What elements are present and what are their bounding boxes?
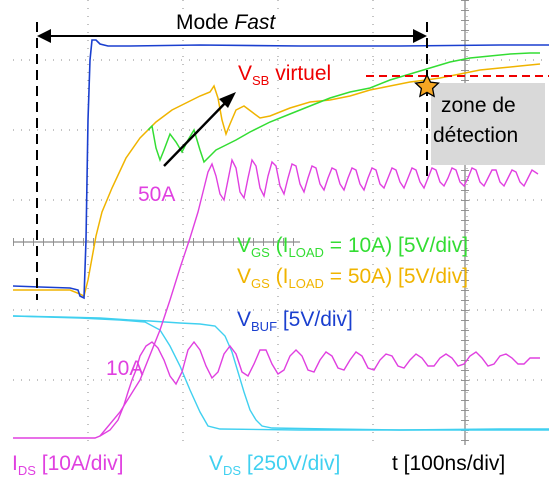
legend-vgs10-v: V [237,234,251,257]
vsb-v: V [238,62,252,85]
vsb-label: VSB virtuel [238,62,331,88]
ids-10a-trace [13,340,540,439]
legend-vgs50-p2: = 50A) [5V/div] [324,265,468,288]
legend-vgs50-v: V [237,265,251,288]
vgs-50a-trace [13,63,541,298]
legend-vbuf-v: V [237,308,251,331]
mode-fast-arrowhead-right [413,29,427,43]
zone-label-line2: détection [433,124,518,147]
legend-vgs50-sub2: LOAD [288,276,323,291]
legend-vbuf-p: [5V/div] [277,308,353,331]
star-icon [414,73,440,98]
ids-50a-trace [99,157,539,437]
label-50a: 50A [138,183,175,206]
zone-label-line1: zone de [441,94,516,117]
legend-vgs10-p1: (I [270,234,289,257]
vsb-rest: virtuel [269,62,331,85]
detection-zone-background [431,83,545,165]
pointer-arrowhead [219,92,236,108]
legend-vbuf-sub: BUF [251,319,277,334]
title-background [168,10,324,34]
legend-vgs10-sub2: LOAD [288,245,323,260]
title-fast: Fast [234,11,276,34]
label-10a: 10A [106,357,143,380]
legend-vds-p: [250V/div] [241,452,340,475]
mode-fast-title: Mode Fast [176,11,276,34]
legend-vgs50-p1: (I [270,265,289,288]
mode-fast-arrowhead-left [37,29,51,43]
vds-trace-50a [12,315,549,431]
legend-time: t [100ns/div] [392,452,505,475]
legend-vgs-10a: VGS (ILOAD = 10A) [5V/div] [237,234,468,260]
legend-vgs-50a: VGS (ILOAD = 50A) [5V/div] [237,265,468,291]
legend-vgs10-p2: = 10A) [5V/div] [324,234,468,257]
vbuf-trace [12,39,549,300]
legend-ids-sub: DS [18,463,36,478]
legend-vds-v: V [209,452,223,475]
pointer-arrow-line [163,97,231,167]
legend-vbuf: VBUF [5V/div] [237,308,353,334]
legend-ids-v: I [12,452,18,475]
legend-vgs50-sub: GS [251,276,270,291]
legend-ids: IDS [10A/div] [12,452,123,478]
grid [13,0,549,445]
mode-fast-indicator [36,22,428,300]
vgs-10a-trace [147,52,540,164]
title-prefix: Mode [176,11,234,34]
legend-vds: VDS [250V/div] [209,452,340,478]
vsb-sub: SB [252,73,269,88]
legend-vds-sub: DS [223,463,241,478]
vds-trace [12,315,549,431]
legend-ids-p: [10A/div] [36,452,124,475]
legend-vgs10-sub: GS [251,245,270,260]
